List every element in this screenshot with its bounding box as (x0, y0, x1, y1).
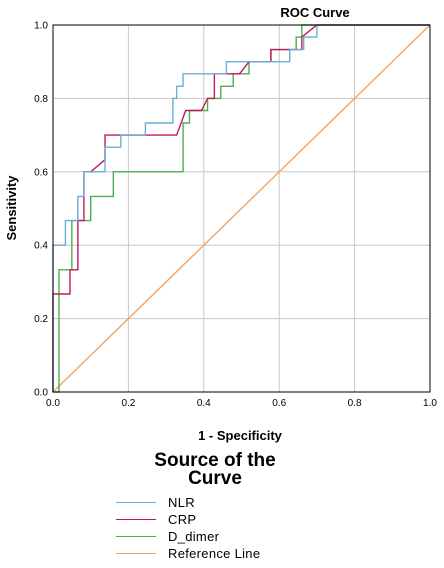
legend-label: CRP (168, 512, 197, 527)
y-tick-label: 0.2 (34, 314, 48, 325)
x-tick-label: 0.4 (197, 398, 211, 409)
y-axis-label: Sensitivity (4, 175, 19, 241)
x-tick-label: 0.6 (272, 398, 286, 409)
legend-item: CRP (116, 511, 260, 528)
series-lines (52, 24, 431, 393)
y-tick-label: 1.0 (34, 21, 48, 32)
x-tick-label: 0.8 (348, 398, 362, 409)
x-tick-label: 0.0 (46, 398, 60, 409)
y-tick-label: 0.0 (34, 388, 48, 399)
x-tick-label: 0.2 (121, 398, 135, 409)
series-line-crp (52, 24, 430, 392)
legend: NLR CRP D_dimer Reference Line (116, 494, 260, 562)
x-axis-label: 1 - Specificity (198, 428, 283, 443)
legend-swatch (116, 502, 156, 503)
axis-ticks: 0.0 0.2 0.4 0.6 0.8 1.0 0.0 0.2 0.4 0.6 0.8 1.0 (34, 21, 437, 410)
plot-frame (52, 24, 431, 393)
roc-chart: 0.0 0.2 0.4 0.6 0.8 1.0 0.0 0.2 0.4 0.6 0.8 1.0 ROC… (4, 5, 437, 443)
y-tick-label: 0.8 (34, 94, 48, 105)
legend-item: NLR (116, 494, 260, 511)
y-tick-label: 0.6 (34, 167, 48, 178)
legend-label: NLR (168, 495, 195, 510)
x-tick-label: 1.0 (423, 398, 437, 409)
series-line-reference-line (52, 24, 431, 393)
chart-title: ROC Curve (280, 5, 349, 20)
legend-label: D_dimer (168, 529, 220, 544)
legend-label: Reference Line (168, 546, 261, 561)
legend-swatch (116, 553, 156, 554)
series-line-nlr (52, 24, 430, 392)
legend-title: Source of the Curve (154, 450, 276, 489)
legend-item: Reference Line (116, 545, 260, 562)
legend-swatch (116, 536, 156, 537)
y-tick-label: 0.4 (34, 241, 48, 252)
legend-item: D_dimer (116, 528, 260, 545)
legend-swatch (116, 519, 156, 520)
